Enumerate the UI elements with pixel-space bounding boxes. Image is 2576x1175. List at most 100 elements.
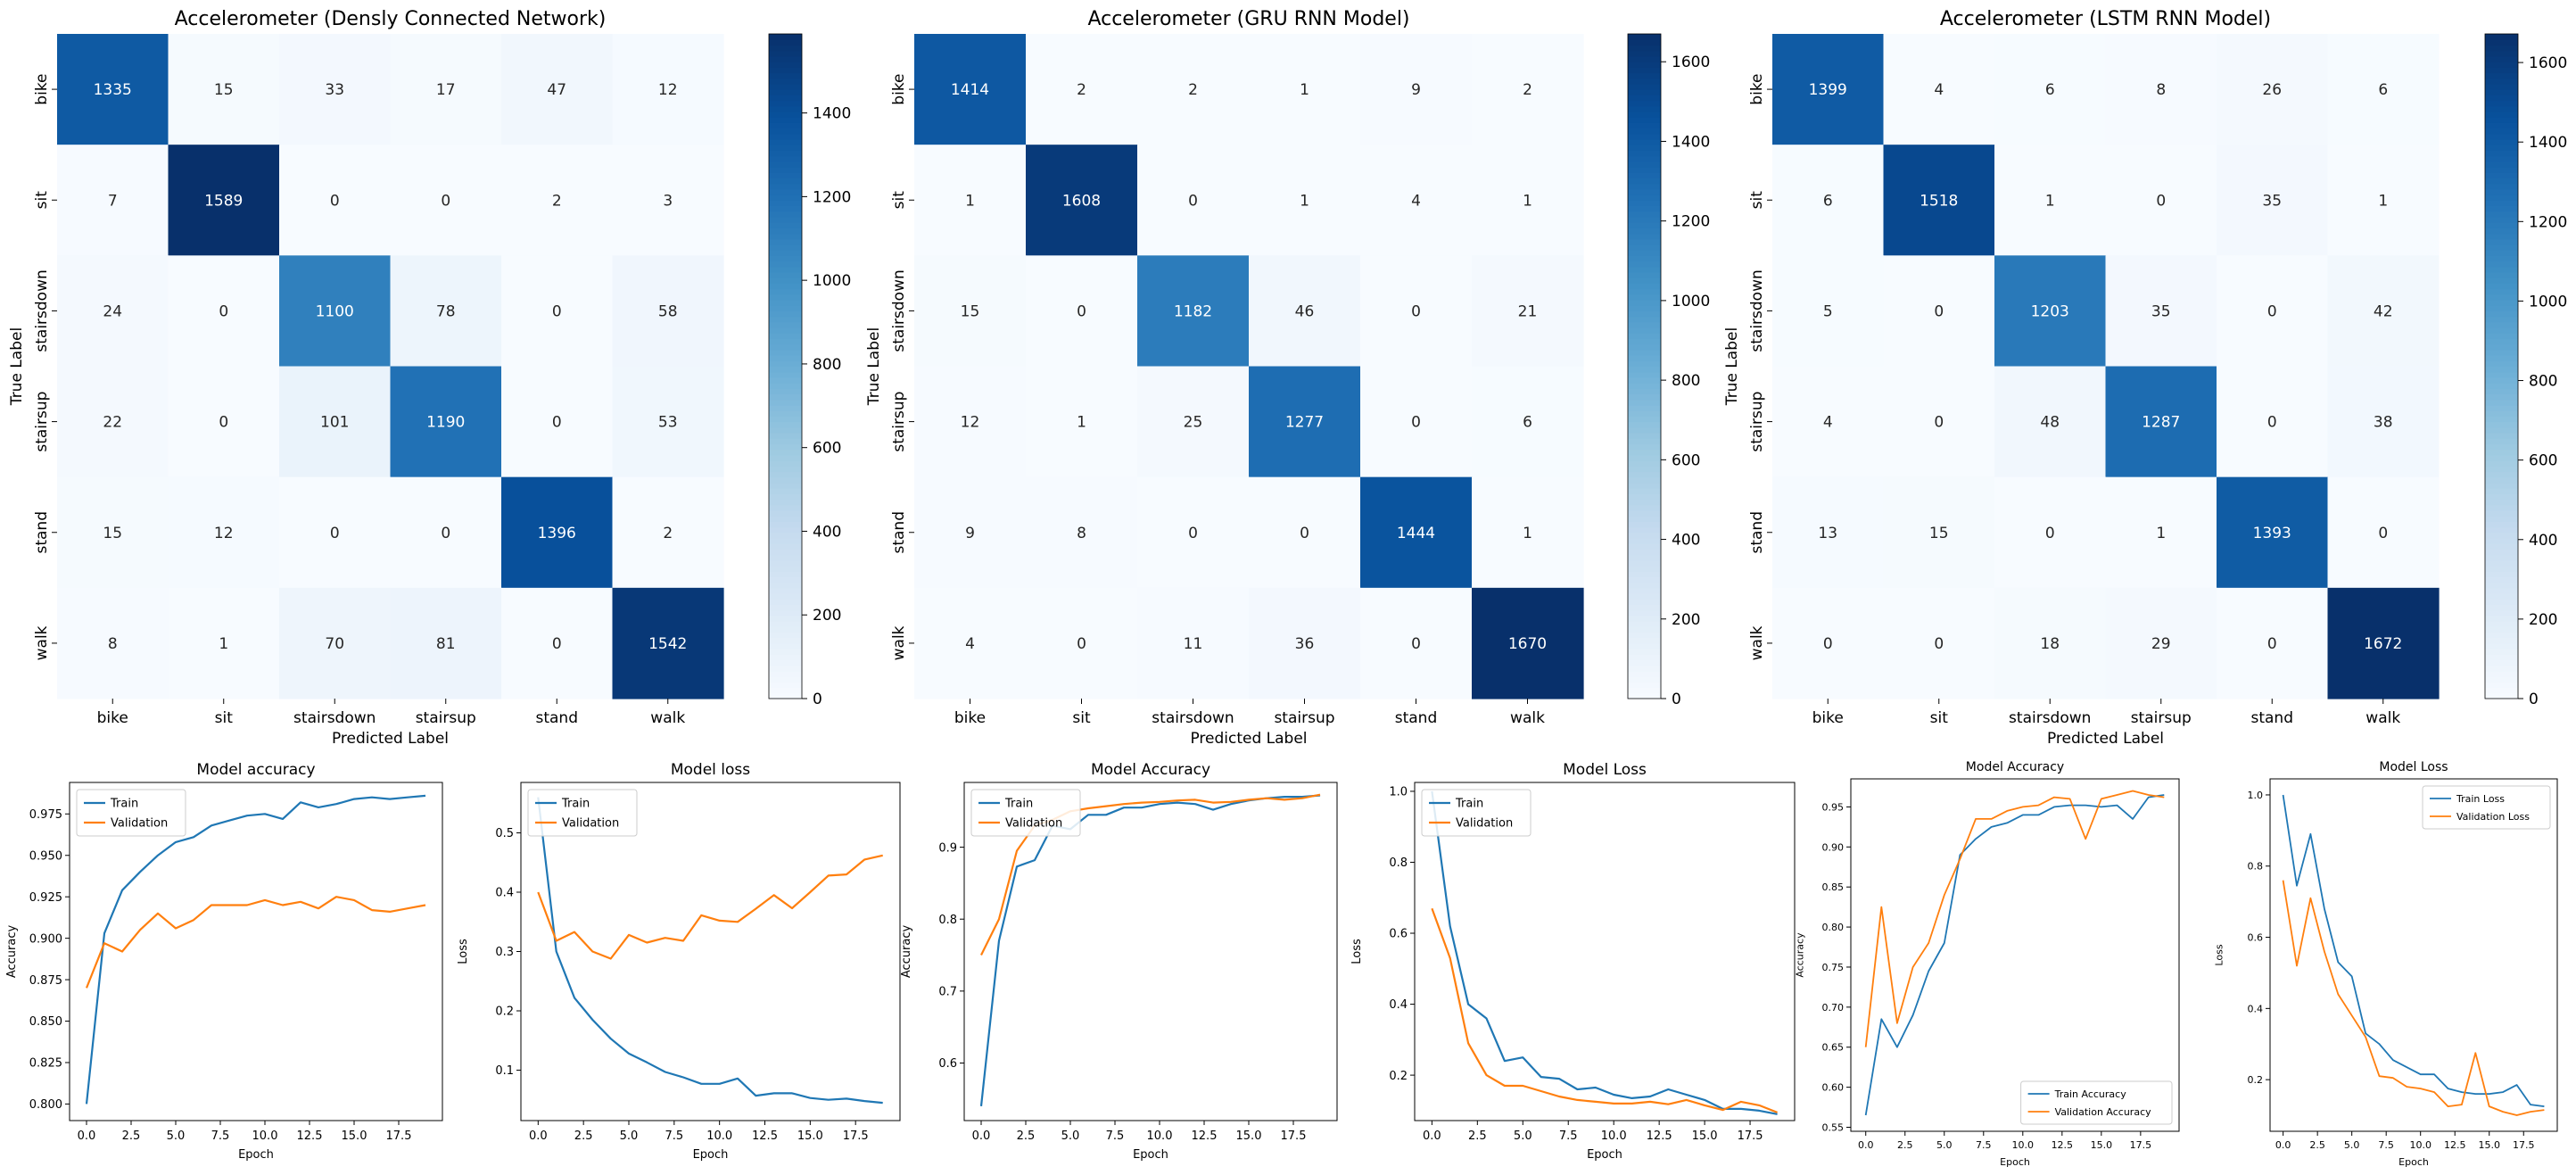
legend-label: Train [1004, 798, 1033, 811]
heatmap-cell [57, 587, 169, 699]
colorbar-segment [1628, 476, 1661, 484]
colorbar-segment [769, 410, 802, 417]
colorbar-segment [769, 659, 802, 666]
y-tick-label: 0.4 [495, 887, 514, 900]
colorbar-segment [2485, 111, 2518, 118]
colorbar-segment [1628, 509, 1661, 517]
cell-value: 0 [552, 302, 562, 320]
heatmap-cell [1137, 587, 1250, 699]
x-tick-label: 7.5 [665, 1129, 683, 1143]
colorbar-segment [1628, 117, 1661, 123]
colorbar-segment [769, 460, 802, 467]
colorbar-segment [2485, 83, 2518, 90]
colorbar-segment [2485, 604, 2518, 611]
cell-value: 2 [1077, 81, 1086, 99]
cell-value: 1608 [1062, 192, 1101, 210]
colorbar-segment [2485, 626, 2518, 633]
colorbar-segment [769, 532, 802, 539]
colorbar-segment [1628, 649, 1661, 655]
colorbar-segment [769, 349, 802, 356]
colorbar-segment [769, 261, 802, 268]
chart-title: Model Accuracy [1091, 761, 1210, 779]
colorbar-tick-label: 1400 [813, 105, 851, 123]
colorbar-segment [2485, 117, 2518, 123]
colorbar-segment [769, 45, 802, 52]
y-tick-label: 1.0 [1389, 786, 1408, 799]
heatmap-cell [1360, 476, 1473, 589]
heatmap-title: Accelerometer (GRU RNN Model) [1087, 8, 1409, 30]
y-tick-label: stand [1748, 511, 1766, 554]
colorbar-segment [769, 388, 802, 395]
colorbar-segment [1628, 300, 1661, 306]
colorbar-segment [769, 200, 802, 207]
colorbar-segment [1628, 366, 1661, 373]
colorbar-segment [1628, 72, 1661, 79]
colorbar-segment [769, 438, 802, 445]
colorbar-segment [2485, 526, 2518, 534]
colorbar-segment [2485, 554, 2518, 561]
colorbar-segment [1628, 521, 1661, 528]
colorbar-segment [769, 150, 802, 157]
y-tick-label: 0.6 [938, 1057, 957, 1071]
colorbar-tick-label: 400 [2529, 532, 2557, 550]
colorbar-segment [2485, 261, 2518, 268]
colorbar-segment [769, 338, 802, 345]
y-tick-label: 1.0 [2248, 790, 2264, 801]
x-tick-label: 12.5 [2444, 1139, 2466, 1151]
colorbar-segment [769, 615, 802, 622]
colorbar-segment [1628, 504, 1661, 511]
series-line-validation [1431, 907, 1779, 1113]
cell-value: 0 [1934, 302, 1944, 320]
x-tick-label: 0.0 [1858, 1139, 1874, 1151]
colorbar-segment [769, 426, 802, 434]
colorbar-segment [2485, 476, 2518, 484]
colorbar-segment [2485, 670, 2518, 677]
y-tick-label: 0.8 [938, 914, 957, 927]
heatmap-cell [57, 34, 169, 145]
cell-value: 6 [2378, 81, 2388, 99]
colorbar-segment [1628, 659, 1661, 666]
colorbar-segment [1628, 388, 1661, 395]
colorbar-segment [1628, 421, 1661, 428]
cell-value: 36 [1295, 635, 1315, 653]
x-tick-label: 5.0 [1061, 1129, 1080, 1143]
heatmap-cell [1883, 366, 1995, 478]
cell-value: 1182 [1174, 302, 1212, 320]
colorbar-segment [1628, 604, 1661, 611]
x-tick-label: 7.5 [2378, 1139, 2394, 1151]
colorbar-segment [1628, 438, 1661, 445]
heatmap-cell [1249, 366, 1361, 478]
y-axis-label: True Label [8, 327, 26, 406]
colorbar-segment [769, 654, 802, 661]
x-tick-label: 7.5 [1559, 1129, 1578, 1143]
colorbar-segment [1628, 128, 1661, 135]
heatmap-cell [612, 366, 724, 478]
x-axis-label: Epoch [2398, 1156, 2429, 1168]
colorbar-segment [1628, 161, 1661, 168]
cell-value: 1518 [1920, 192, 1958, 210]
colorbar-segment [769, 55, 802, 62]
colorbar-segment [2485, 566, 2518, 572]
colorbar-segment [1628, 316, 1661, 323]
y-tick-label: 0.875 [29, 974, 62, 988]
heatmap-cell [1137, 255, 1250, 368]
x-tick-label: 10.0 [1601, 1129, 1627, 1143]
colorbar-segment [2485, 433, 2518, 439]
colorbar-segment [2485, 244, 2518, 251]
colorbar-segment [2485, 665, 2518, 672]
heatmap-cell [1026, 366, 1138, 478]
colorbar-tick-label: 0 [813, 691, 822, 708]
colorbar-segment [1628, 526, 1661, 534]
colorbar-segment [769, 343, 802, 351]
colorbar-segment [1628, 399, 1661, 406]
colorbar-segment [769, 488, 802, 494]
colorbar-segment [1628, 687, 1661, 694]
colorbar-segment [769, 238, 802, 245]
colorbar-tick-label: 200 [813, 607, 841, 625]
colorbar-segment [769, 670, 802, 677]
heatmap-cell [168, 366, 280, 478]
cell-value: 1396 [538, 525, 576, 542]
colorbar-segment [2485, 222, 2518, 228]
cell-value: 0 [1823, 635, 1833, 653]
